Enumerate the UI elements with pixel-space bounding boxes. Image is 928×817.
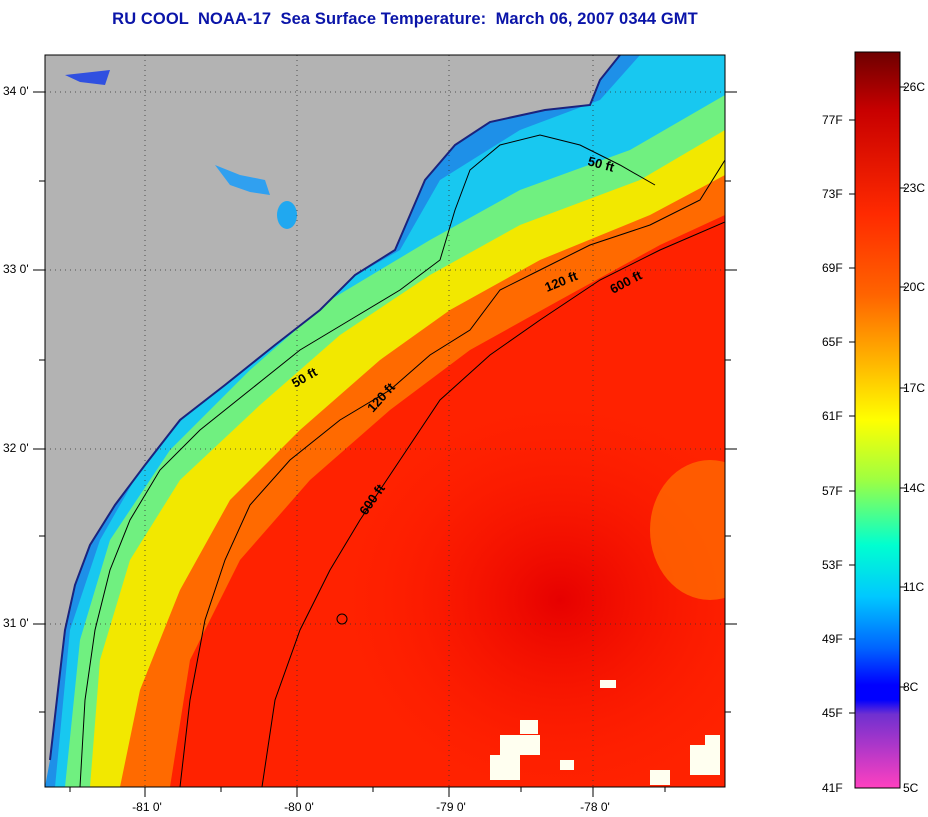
colorbar bbox=[854, 51, 901, 789]
colorbar-c-label: 26C bbox=[903, 80, 926, 94]
colorbar-c-label: 17C bbox=[903, 381, 926, 395]
colorbar-f-label: 49F bbox=[822, 632, 843, 646]
colorbar-c-label: 23C bbox=[903, 181, 926, 195]
contour-label: 50 ft bbox=[586, 153, 616, 175]
isobath-50ft bbox=[79, 134, 656, 787]
cloud-speckle bbox=[490, 680, 720, 785]
latitude-label: 34 0' bbox=[3, 84, 29, 98]
latitude-label: 32 0' bbox=[3, 441, 29, 455]
colorbar-c-label: 20C bbox=[903, 280, 926, 294]
colorbar-f-label: 41F bbox=[822, 781, 843, 795]
colorbar-f-label: 73F bbox=[822, 187, 843, 201]
colorbar-c-label: 8C bbox=[903, 680, 919, 694]
seamount-contour bbox=[336, 613, 348, 625]
colorbar-ticks bbox=[849, 86, 906, 714]
sst-field bbox=[45, 55, 725, 787]
isobath-600ft bbox=[261, 221, 725, 787]
lake-icon bbox=[65, 70, 110, 85]
axis-ticks bbox=[33, 91, 737, 797]
longitude-label: -81 0' bbox=[132, 800, 162, 814]
colorbar-f-label: 61F bbox=[822, 409, 843, 423]
colorbar-c-label: 14C bbox=[903, 481, 926, 495]
latitude-label: 33 0' bbox=[3, 262, 29, 276]
colorbar-f-label: 65F bbox=[822, 335, 843, 349]
colorbar-f-label: 77F bbox=[822, 113, 843, 127]
graticule bbox=[45, 55, 725, 787]
colorbar-f-label: 53F bbox=[822, 558, 843, 572]
map-frame bbox=[44, 54, 726, 788]
map-title: RU COOL NOAA-17 Sea Surface Temperature:… bbox=[112, 10, 698, 28]
longitude-label: -79 0' bbox=[436, 800, 466, 814]
colorbar-c-label: 5C bbox=[903, 781, 919, 795]
warm-core bbox=[340, 400, 725, 787]
coastline bbox=[49, 55, 621, 761]
longitude-label: -80 0' bbox=[284, 800, 314, 814]
isobath-120ft bbox=[179, 159, 725, 787]
eddy bbox=[650, 460, 725, 600]
colorbar-f-label: 69F bbox=[822, 261, 843, 275]
lake-moultrie-icon bbox=[277, 201, 297, 229]
longitude-label: -78 0' bbox=[580, 800, 610, 814]
colorbar-f-label: 45F bbox=[822, 706, 843, 720]
colorbar-c-label: 11C bbox=[903, 580, 925, 594]
colorbar-f-label: 57F bbox=[822, 484, 843, 498]
lake-marion-icon bbox=[215, 165, 270, 195]
land bbox=[45, 55, 620, 787]
latitude-label: 31 0' bbox=[3, 616, 29, 630]
